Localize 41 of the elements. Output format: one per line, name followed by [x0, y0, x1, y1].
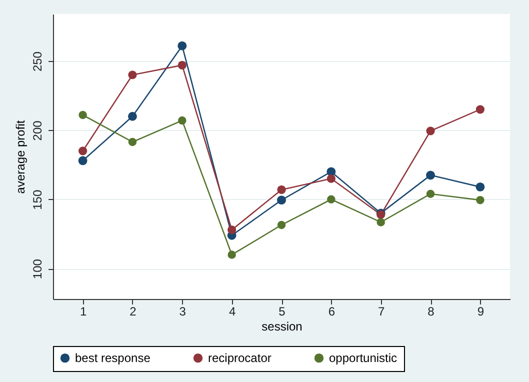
x-tick-label: 3	[179, 304, 186, 318]
y-tick-label: 100	[30, 258, 44, 280]
point	[128, 112, 137, 121]
point	[476, 182, 485, 192]
point	[327, 195, 336, 204]
legend-label: reciprocator	[208, 351, 272, 366]
point	[326, 174, 336, 183]
point	[228, 250, 236, 259]
y-tick-label: 150	[30, 190, 44, 210]
y-tick-label: 250	[30, 51, 44, 72]
legend-label: best response	[75, 351, 151, 366]
point	[277, 185, 286, 194]
point	[426, 170, 435, 180]
point	[277, 220, 286, 230]
point	[128, 70, 137, 80]
x-tick-label: 6	[328, 304, 336, 318]
x-tick-label: 2	[130, 304, 137, 318]
point	[476, 105, 484, 114]
point	[128, 138, 137, 146]
x-tick-label: 4	[228, 304, 236, 318]
x-tick-label: 8	[428, 304, 435, 318]
point	[277, 196, 286, 205]
y-tick-label: 200	[30, 120, 44, 141]
point	[178, 116, 186, 125]
point	[426, 126, 435, 136]
x-tick-label: 5	[278, 304, 286, 318]
point	[426, 190, 435, 198]
point	[78, 110, 87, 120]
point	[228, 226, 236, 234]
x-axis-title: session	[262, 320, 302, 334]
point	[178, 60, 186, 70]
point	[78, 156, 88, 166]
x-tick-label: 7	[378, 304, 386, 318]
legend-label: opportunistic	[329, 351, 398, 366]
point	[78, 146, 88, 156]
y-axis-title: average profit	[14, 120, 28, 194]
x-tick-label: 9	[477, 304, 484, 318]
point	[476, 196, 484, 204]
point	[178, 41, 187, 50]
x-tick-label: 1	[80, 304, 87, 318]
point	[376, 218, 385, 226]
